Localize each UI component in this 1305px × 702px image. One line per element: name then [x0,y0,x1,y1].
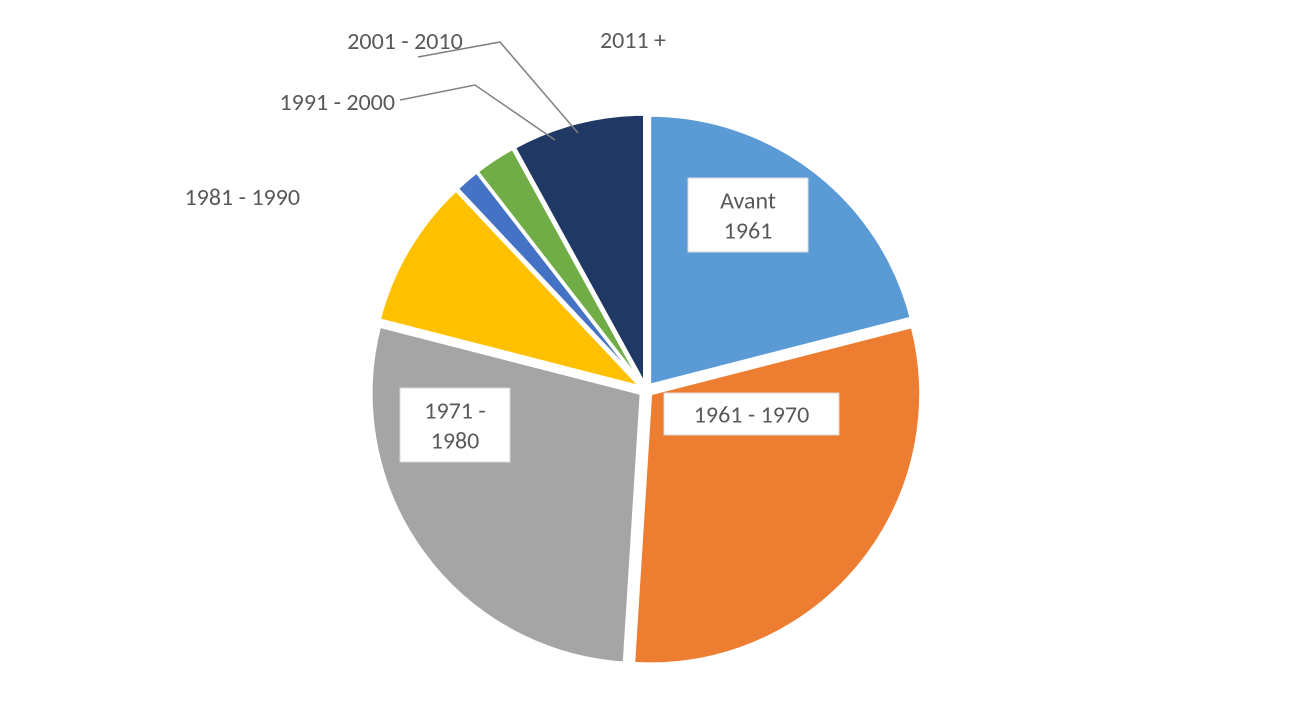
pie-chart: Avant1961 1961 - 1970 1971 -1980 1981 - 199… [0,0,1305,702]
slice-label-1961_1970: 1961 - 1970 [694,400,810,429]
slice-label-1991_2000: 1991 - 2000 [279,88,395,117]
slice-label-2001_2010: 2001 - 2010 [347,27,463,56]
slice-label-avant1961: Avant [720,186,776,215]
slice-label-1971_1980: 1980 [431,426,480,455]
slice-label-1981_1990: 1981 - 1990 [184,183,300,212]
slice-label-avant1961: 1961 [724,216,773,245]
slice-label-2011_plus: 2011 + [600,26,666,55]
pie-chart-container: Avant1961 1961 - 1970 1971 -1980 1981 - 199… [0,0,1305,702]
slice-label-1971_1980: 1971 - [424,396,485,425]
